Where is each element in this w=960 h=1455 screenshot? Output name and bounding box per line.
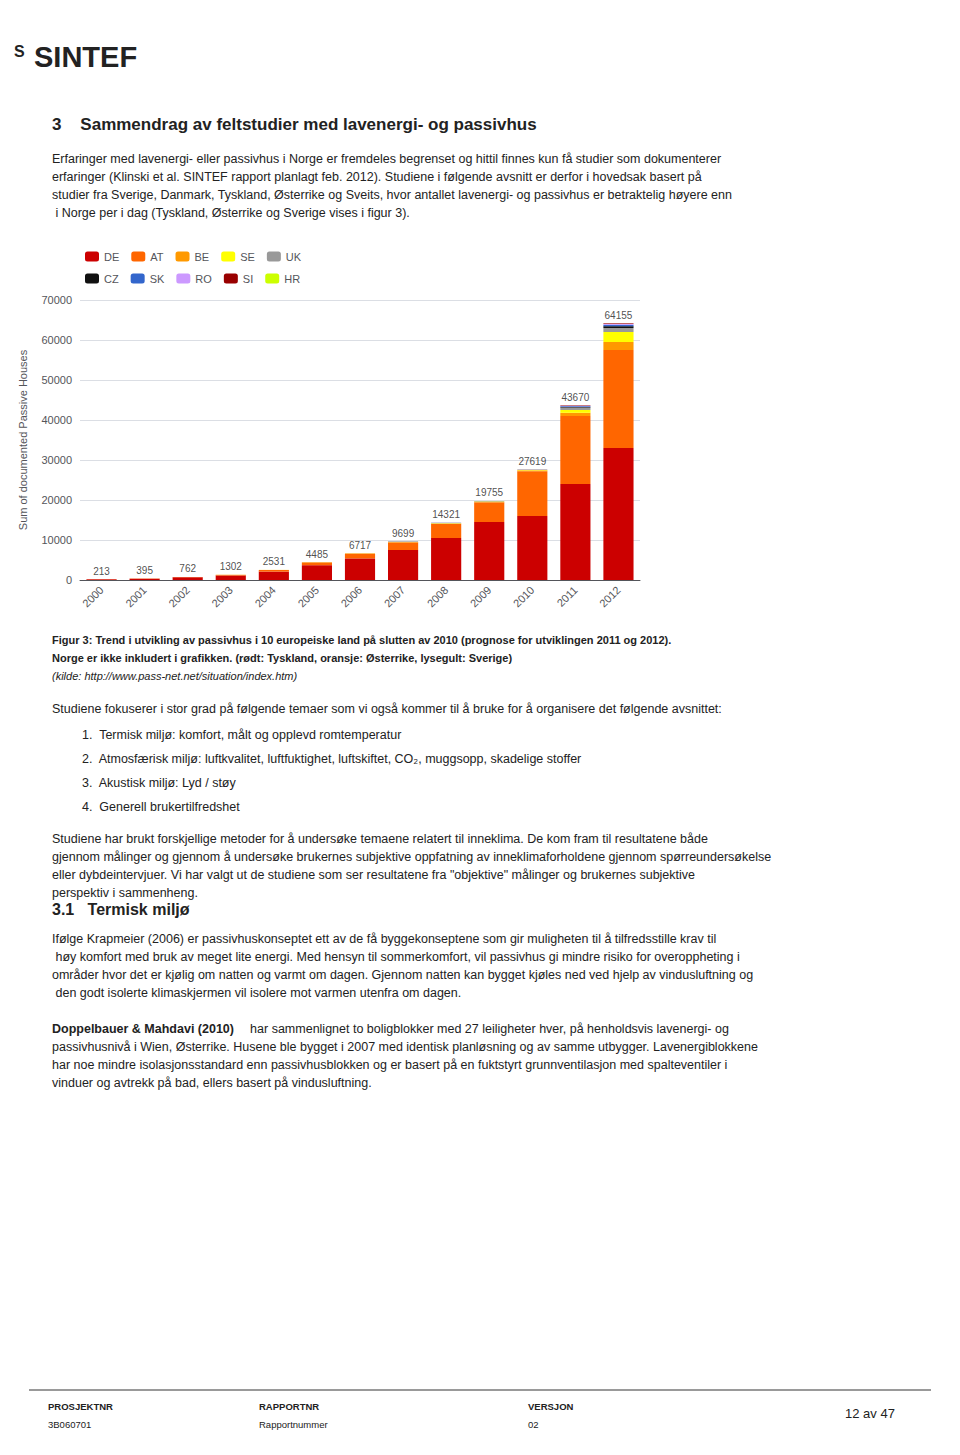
svg-text:UK: UK [286, 251, 302, 263]
svg-text:2012: 2012 [597, 584, 623, 610]
svg-text:SI: SI [243, 273, 253, 285]
svg-text:2010: 2010 [511, 584, 537, 610]
svg-text:9699: 9699 [392, 528, 415, 539]
svg-text:SE: SE [240, 251, 255, 263]
svg-text:14321: 14321 [432, 509, 460, 520]
svg-text:områder hvor det er kjølig om: områder hvor det er kjølig om natten og … [52, 968, 753, 982]
svg-text:har noe mindre isolasjonsstand: har noe mindre isolasjonsstandard enn pa… [52, 1058, 731, 1072]
svg-text:213: 213 [93, 566, 110, 577]
svg-text:395: 395 [136, 565, 153, 576]
svg-text:3. Akustisk miljø: Lyd / støy: 3. Akustisk miljø: Lyd / støy [82, 776, 236, 790]
svg-text:Erfaringer med lavenergi- elle: Erfaringer med lavenergi- eller passivhu… [52, 152, 725, 166]
svg-text:studier fra Sverige, Danmark,: studier fra Sverige, Danmark, Tyskland, … [52, 188, 732, 202]
svg-text:DE: DE [104, 251, 119, 263]
svg-text:S: S [14, 43, 25, 60]
svg-text:2002: 2002 [166, 584, 192, 610]
svg-text:43670: 43670 [561, 392, 589, 403]
svg-text:i Norge per i dag (Tyskland, Ø: i Norge per i dag (Tyskland, Østerrike o… [52, 206, 410, 220]
svg-text:erfaringer (Klinski et al. SIN: erfaringer (Klinski et al. SINTEF rappor… [52, 170, 705, 184]
svg-text:BE: BE [195, 251, 210, 263]
svg-text:høy komfort med bruk av meget: høy komfort med bruk av meget lite energ… [52, 950, 743, 964]
svg-text:Studiene fokuserer i stor grad: Studiene fokuserer i stor grad på følgen… [52, 702, 722, 716]
svg-text:64155: 64155 [605, 310, 633, 321]
svg-text:Studiene har brukt forskjellig: Studiene har brukt forskjellige metoder … [52, 832, 711, 846]
svg-text:RO: RO [195, 273, 212, 285]
svg-text:passivhusnivå i Wien, Østerrik: passivhusnivå i Wien, Østerrike. Husene … [52, 1040, 761, 1054]
svg-text:Figur 3: Trend i utvikling av: Figur 3: Trend i utvikling av passivhus … [52, 634, 671, 646]
svg-text:2008: 2008 [425, 584, 451, 610]
svg-text:0: 0 [66, 574, 72, 586]
svg-text:2531: 2531 [263, 556, 286, 567]
svg-text:02: 02 [528, 1419, 539, 1430]
svg-text:AT: AT [150, 251, 164, 263]
svg-text:1302: 1302 [220, 561, 243, 572]
svg-text:2000: 2000 [80, 584, 106, 610]
svg-text:10000: 10000 [41, 534, 72, 546]
svg-text:3 Sammendrag av feltstudier: 3 Sammendrag av feltstudier med lavenerg… [52, 115, 537, 134]
svg-text:70000: 70000 [41, 294, 72, 306]
svg-text:CZ: CZ [104, 273, 119, 285]
svg-text:2006: 2006 [338, 584, 364, 610]
svg-text:4485: 4485 [306, 549, 329, 560]
svg-text:RAPPORTNR: RAPPORTNR [259, 1401, 319, 1412]
svg-text:6717: 6717 [349, 540, 372, 551]
svg-text:Rapportnummer: Rapportnummer [259, 1419, 328, 1430]
svg-text:2003: 2003 [209, 584, 235, 610]
svg-text:2. Atmosfærisk miljø: luftkva: 2. Atmosfærisk miljø: luftkvalitet, luft… [82, 752, 581, 766]
svg-text:SK: SK [150, 273, 165, 285]
svg-text:PROSJEKTNR: PROSJEKTNR [48, 1401, 113, 1412]
svg-text:3.1 Termisk miljø: 3.1 Termisk miljø [52, 901, 190, 918]
svg-text:har sammenlignet to boligblokk: har sammenlignet to boligblokker med 27 … [247, 1022, 733, 1036]
svg-text:Norge er ikke inkludert i graf: Norge er ikke inkludert i grafikken. (rø… [52, 652, 512, 664]
svg-text:Sum of documented Passive Hous: Sum of documented Passive Houses [17, 349, 29, 530]
svg-text:19755: 19755 [475, 487, 503, 498]
svg-text:12 av 47: 12 av 47 [845, 1406, 895, 1421]
svg-text:den godt isolerte klimaskjerme: den godt isolerte klimaskjermen vil isol… [52, 986, 461, 1000]
svg-text:perspektiv i sammenheng.: perspektiv i sammenheng. [52, 886, 198, 900]
svg-text:1. Termisk miljø: komfort, må: 1. Termisk miljø: komfort, målt og opple… [82, 728, 401, 742]
svg-text:40000: 40000 [41, 414, 72, 426]
svg-text:HR: HR [284, 273, 300, 285]
svg-text:Ifølge Krapmeier (2006) er pas: Ifølge Krapmeier (2006) er passivhuskons… [52, 932, 716, 946]
svg-text:3B060701: 3B060701 [48, 1419, 91, 1430]
svg-text:Doppelbauer & Mahdavi (2010): Doppelbauer & Mahdavi (2010) [52, 1022, 234, 1036]
svg-text:2005: 2005 [295, 584, 321, 610]
svg-text:(kilde: http://www.pass-net.ne: (kilde: http://www.pass-net.net/situatio… [52, 670, 298, 682]
svg-text:VERSJON: VERSJON [528, 1401, 574, 1412]
svg-text:20000: 20000 [41, 494, 72, 506]
svg-text:50000: 50000 [41, 374, 72, 386]
svg-text:2011: 2011 [554, 584, 579, 609]
svg-text:2009: 2009 [468, 584, 494, 610]
svg-text:27619: 27619 [518, 456, 546, 467]
svg-text:60000: 60000 [41, 334, 72, 346]
svg-text:2001: 2001 [123, 584, 149, 610]
svg-text:30000: 30000 [41, 454, 72, 466]
svg-text:4. Generell brukertilfredshet: 4. Generell brukertilfredshet [82, 800, 240, 814]
svg-text:2007: 2007 [382, 584, 408, 610]
svg-text:SINTEF: SINTEF [34, 41, 137, 73]
svg-text:eller dybdeintervjuer. Vi har: eller dybdeintervjuer. Vi har valgt ut d… [52, 868, 699, 882]
svg-text:vinduer og avtrekk på bad, ell: vinduer og avtrekk på bad, ellers basert… [52, 1076, 372, 1090]
svg-text:gjennom målinger og gjennom å: gjennom målinger og gjennom å undersøke … [52, 850, 775, 864]
svg-text:2004: 2004 [252, 584, 278, 610]
svg-text:762: 762 [179, 563, 196, 574]
